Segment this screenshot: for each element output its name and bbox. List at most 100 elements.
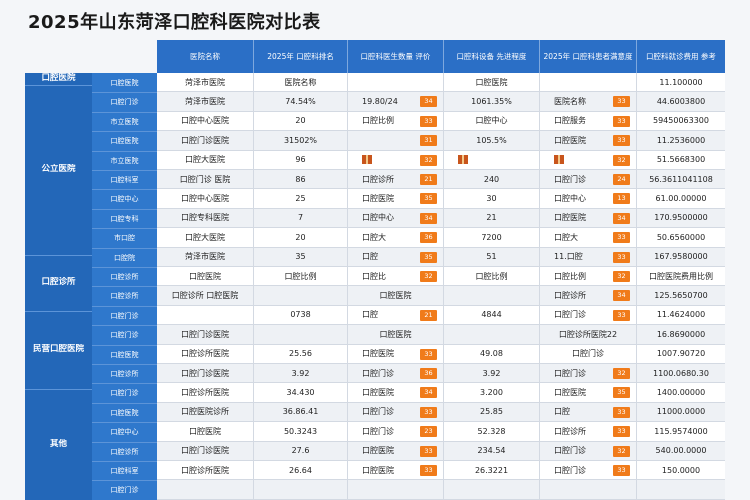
cell-text: 口腔医院 <box>554 213 586 223</box>
table-cell: 3.92 <box>444 364 540 383</box>
category-label: 口腔医院 <box>41 73 76 83</box>
table-cell <box>254 325 348 344</box>
cell-text: 11.2536000 <box>656 135 706 145</box>
cell-text: 3.200 <box>480 388 503 398</box>
table-cell: 口腔诊所医院22 <box>540 325 637 344</box>
table-cell: 菏泽市医院 <box>157 247 254 266</box>
table-cell: 口腔门诊 23 <box>348 422 444 441</box>
cell-text: 36.86.41 <box>282 407 319 417</box>
table-row: 口腔门诊医院 27.6 口腔医院 33 234.54 口腔门诊 32 540.00.0000 <box>157 441 725 461</box>
table-cell: 口腔医院 <box>348 286 444 305</box>
cell-text: 0738 <box>290 310 311 320</box>
score-badge: 34 <box>613 290 630 302</box>
cell-text: 1007.90720 <box>656 349 706 359</box>
table-cell: 51.5668300 <box>637 151 725 169</box>
cell-text: 3.92 <box>482 368 501 378</box>
table-cell <box>637 480 725 498</box>
cell-text: 35 <box>295 252 306 262</box>
table-cell: 口腔医院 33 <box>348 441 444 460</box>
table-cell: 口腔门诊 医院 <box>157 170 254 189</box>
cell-text: 240 <box>483 174 500 184</box>
table-cell: 25 <box>254 189 348 208</box>
table-cell: 150.0000 <box>637 461 725 479</box>
cell-text: 口腔诊所 口腔医院 <box>171 291 239 301</box>
cell-text: 口腔中心医院 <box>181 194 229 204</box>
divider <box>92 344 157 346</box>
table-cell: 医院名称 <box>254 73 348 92</box>
category-label: 其他 <box>49 438 67 449</box>
table-cell: 74.54% <box>254 92 348 111</box>
table-cell: 25.85 <box>444 402 540 422</box>
cell-text: 口腔比例 <box>554 271 586 281</box>
cell-text: 3.92 <box>291 368 310 378</box>
score-badge: 33 <box>613 135 630 147</box>
table-cell: 170.9500000 <box>637 209 725 227</box>
cell-text: 口腔专科医院 <box>181 213 229 223</box>
table-cell: 49.08 <box>444 344 540 363</box>
score-badge: 32 <box>420 154 437 166</box>
cell-text: 7200 <box>481 232 502 242</box>
divider <box>92 286 157 288</box>
table-cell: 口腔门诊医院 <box>157 441 254 460</box>
cell-text: 口腔医院 <box>362 446 394 456</box>
score-badge: 33 <box>420 406 437 418</box>
table-cell: 11.100000 <box>637 73 725 91</box>
table-row: 0738 口腔 21 4844 口腔门诊 33 11.4624000 <box>157 305 725 326</box>
table-cell: 口腔门诊医院 <box>157 131 254 150</box>
table-cell: 口腔医院 34 <box>540 208 637 228</box>
divider <box>92 150 157 152</box>
table-cell: 口腔门诊 24 <box>540 170 637 189</box>
table-cell: 44.6003800 <box>637 92 725 110</box>
subcategory-label: 市口腔 <box>114 234 135 243</box>
score-badge: 32 <box>613 271 630 282</box>
cell-text: 51.5668300 <box>656 155 706 165</box>
subcategory-label: 口腔医院 <box>110 137 139 146</box>
table-header: 医院名称 2025年 口腔科排名 口腔科医生数量 评价 口腔科设备 先进程度 2025年… <box>157 40 725 73</box>
table-cell: 口腔医院费用比例 <box>637 267 725 285</box>
cell-text: 20 <box>295 232 306 242</box>
score-badge: 35 <box>420 193 437 205</box>
subcategory-label: 市立医院 <box>110 117 139 126</box>
table-cell: 11.口腔 33 <box>540 247 637 266</box>
subcategory-label: 口腔门诊 <box>110 389 139 398</box>
divider <box>25 389 92 390</box>
cell-text: 7 <box>297 213 304 223</box>
table-cell: 口腔 33 <box>540 402 637 422</box>
column-header: 2025年 口腔科排名 <box>254 40 348 73</box>
subcategory-label: 口腔门诊 <box>110 486 139 495</box>
subcategory-label: 口腔科室 <box>110 467 139 475</box>
divider <box>92 189 157 191</box>
score-badge: 33 <box>613 406 630 418</box>
cell-text: 口腔门诊 <box>554 465 586 475</box>
table-cell: 31502% <box>254 131 348 150</box>
column-header: 医院名称 <box>157 40 254 73</box>
table-row: 口腔医院诊所 36.86.41 口腔门诊 33 25.85 口腔 33 11000.0000 <box>157 402 725 423</box>
cell-text: 菏泽市医院 <box>185 97 225 107</box>
table-cell: 540.00.0000 <box>637 442 725 460</box>
table-cell: 1100.0680.30 <box>637 364 725 382</box>
cell-text: 口腔大医院 <box>185 155 225 165</box>
cell-text: 口腔门诊 <box>554 446 586 456</box>
table-cell: 口腔门诊 33 <box>348 402 444 422</box>
score-badge: 31 <box>420 135 437 147</box>
table-cell: 口腔 35 <box>348 247 444 266</box>
divider <box>92 402 157 404</box>
table-cell: 口腔比例 32 <box>540 267 637 286</box>
table-cell: 32 <box>540 150 637 169</box>
table-cell: 36.86.41 <box>254 402 348 422</box>
cell-text: 口腔门诊 <box>362 426 394 436</box>
table-cell: 医院名称 33 <box>540 92 637 111</box>
table-cell: 105.5% <box>444 131 540 150</box>
score-badge: 34 <box>420 96 437 108</box>
divider <box>92 131 157 133</box>
table-cell: 口腔大 36 <box>348 228 444 247</box>
cell-text: 1400.00000 <box>656 388 706 398</box>
cell-text: 540.00.0000 <box>655 446 707 456</box>
cell-text: 167.9580000 <box>654 252 708 262</box>
cell-text: 口腔诊所 <box>554 426 586 436</box>
table-cell: 32 <box>348 150 444 169</box>
table-cell: 口腔比例 33 <box>348 111 444 131</box>
cell-text: 170.9500000 <box>654 213 708 223</box>
table-cell: 口腔医院 33 <box>348 344 444 363</box>
category-label: 民营口腔医院 <box>32 344 84 354</box>
